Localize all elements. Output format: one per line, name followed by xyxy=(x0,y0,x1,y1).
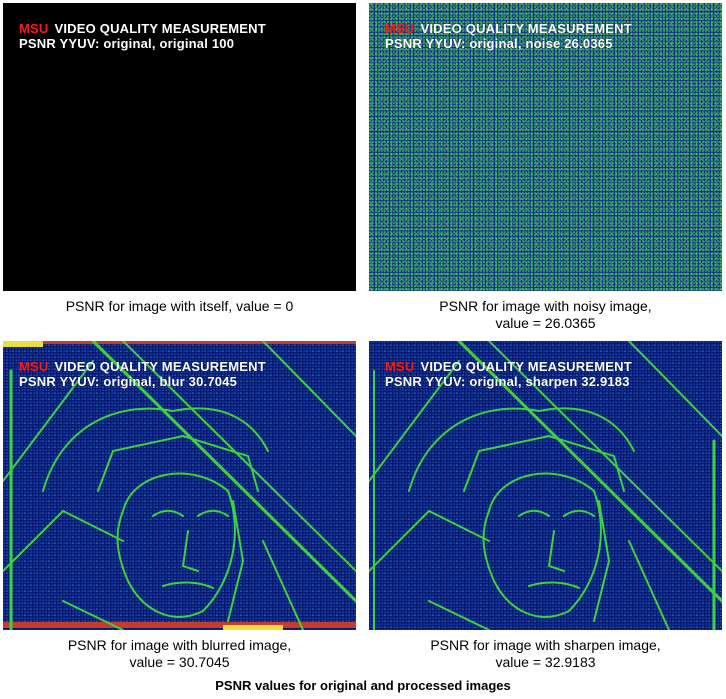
caption-value: value = 32.9183 xyxy=(495,654,596,670)
caption-original: PSNR for image with itself, value = 0 xyxy=(3,298,356,315)
overlay-metric: PSNR YYUV: original, blur 30.7045 xyxy=(19,374,238,389)
caption-line: PSNR for image with sharpen image, xyxy=(430,637,661,653)
msu-brand: MSU xyxy=(385,21,415,36)
panel-sharpen: MSU VIDEO QUALITY MEASUREMENT PSNR YYUV: … xyxy=(369,341,722,630)
overlay-text: MSU VIDEO QUALITY MEASUREMENT PSNR YYUV: … xyxy=(19,359,266,389)
overlay-metric: PSNR YYUV: original, noise 26.0365 xyxy=(385,36,613,51)
overlay-metric: PSNR YYUV: original, original 100 xyxy=(19,36,235,51)
edge-lines xyxy=(3,341,356,630)
edge-image xyxy=(3,341,356,630)
msu-brand: MSU xyxy=(19,359,49,374)
overlay-title: VIDEO QUALITY MEASUREMENT xyxy=(420,21,632,36)
overlay-title: VIDEO QUALITY MEASUREMENT xyxy=(54,359,266,374)
panel-blur: MSU VIDEO QUALITY MEASUREMENT PSNR YYUV: … xyxy=(3,341,356,630)
overlay-metric: PSNR YYUV: original, sharpen 32.9183 xyxy=(385,374,630,389)
panel-noise: MSU VIDEO QUALITY MEASUREMENT PSNR YYUV: … xyxy=(369,3,722,291)
overlay-text: MSU VIDEO QUALITY MEASUREMENT PSNR YYUV: … xyxy=(385,359,632,389)
overlay-text: MSU VIDEO QUALITY MEASUREMENT PSNR YYUV: … xyxy=(385,21,632,51)
caption-sharpen: PSNR for image with sharpen image, value… xyxy=(369,637,722,671)
edge-image xyxy=(369,341,722,630)
caption-line: PSNR for image with itself, value = 0 xyxy=(65,298,294,314)
msu-brand: MSU xyxy=(19,21,49,36)
noise-image xyxy=(369,3,722,291)
caption-line: PSNR for image with noisy image, xyxy=(439,298,652,314)
figure-caption: PSNR values for original and processed i… xyxy=(215,678,511,693)
caption-noise: PSNR for image with noisy image, value =… xyxy=(369,298,722,332)
overlay-title: VIDEO QUALITY MEASUREMENT xyxy=(54,21,266,36)
overlay-text: MSU VIDEO QUALITY MEASUREMENT PSNR YYUV: … xyxy=(19,21,266,51)
caption-line: PSNR for image with blurred image, xyxy=(67,637,292,653)
panel-original: MSU VIDEO QUALITY MEASUREMENT PSNR YYUV: … xyxy=(3,3,356,291)
caption-value: value = 30.7045 xyxy=(129,654,230,670)
msu-brand: MSU xyxy=(385,359,415,374)
caption-value: value = 26.0365 xyxy=(495,315,596,331)
overlay-title: VIDEO QUALITY MEASUREMENT xyxy=(420,359,632,374)
edge-lines xyxy=(369,341,722,630)
caption-blur: PSNR for image with blurred image, value… xyxy=(3,637,356,671)
